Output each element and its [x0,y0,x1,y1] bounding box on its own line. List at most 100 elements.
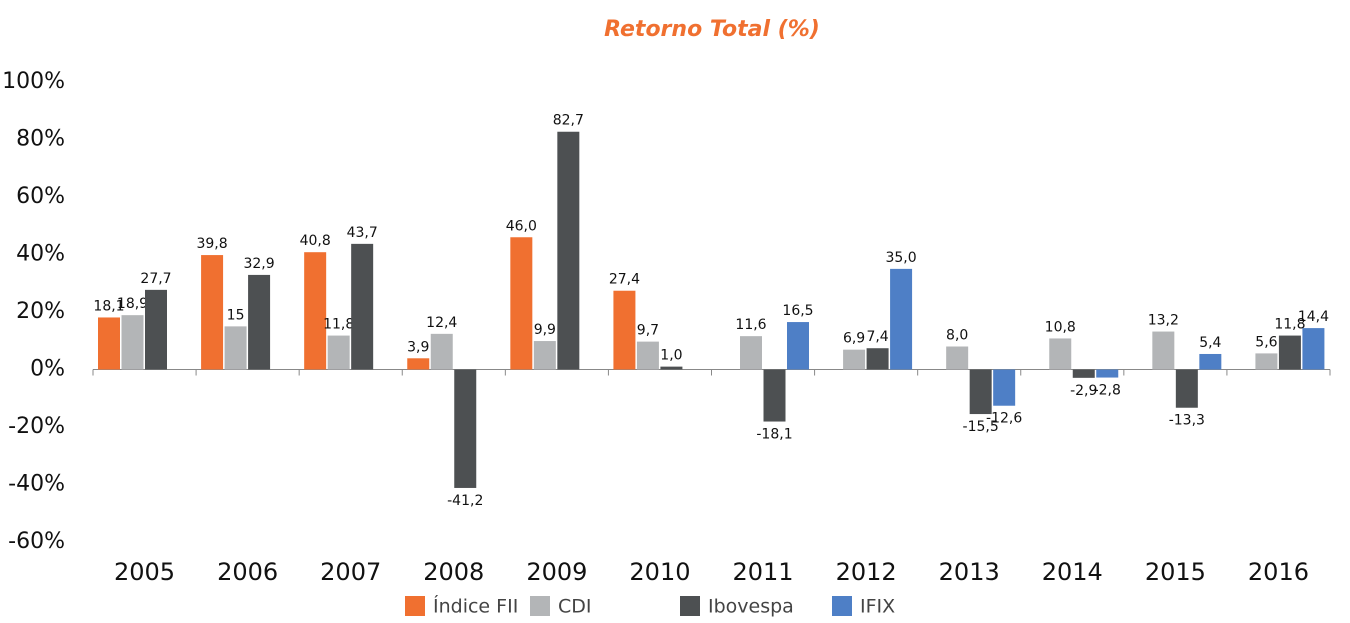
value-label: -41,2 [447,493,483,509]
value-label: 27,4 [609,272,640,288]
y-tick-label: 20% [16,299,65,324]
value-label: 7,4 [866,329,888,345]
value-label: -13,3 [1169,413,1205,429]
legend-swatch [680,596,700,616]
value-label: 82,7 [553,113,584,129]
x-tick-label: 2013 [939,558,1000,586]
legend-label: IFIX [860,596,895,618]
bar [1278,335,1301,370]
legend-label: Ibovespa [708,596,794,618]
y-tick-label: -40% [8,472,65,497]
y-tick-label: 60% [16,184,65,209]
bar [1175,369,1198,408]
value-label: 9,7 [637,323,659,339]
bar [407,358,430,370]
bar [224,326,247,370]
value-label: 40,8 [300,233,331,249]
value-label: 46,0 [506,218,537,234]
x-tick-label: 2012 [836,558,897,586]
value-label: 14,4 [1298,309,1329,325]
x-tick-label: 2014 [1042,558,1103,586]
bar [636,341,659,370]
value-label: 27,7 [140,271,171,287]
value-label: 8,0 [946,328,968,344]
x-tick-label: 2010 [629,558,690,586]
chart-title: Retorno Total (%) [604,17,820,42]
value-label: 18,9 [117,296,148,312]
value-label: 9,9 [534,322,556,338]
legend-swatch [832,596,852,616]
bar [1049,338,1072,370]
value-label: 3,9 [407,339,429,355]
legend-label: CDI [558,596,592,618]
x-tick-label: 2006 [217,558,278,586]
bar [248,274,271,370]
x-tick-label: 2008 [423,558,484,586]
bar [454,369,477,488]
value-label: 18,1 [93,298,124,314]
bar [201,255,224,370]
bar [1199,353,1222,370]
value-label: 13,2 [1148,313,1179,329]
legend-label: Índice FII [433,595,518,618]
bar [510,237,533,370]
bar [890,268,913,370]
bar [843,349,866,370]
y-tick-label: -20% [8,414,65,439]
bar [1072,369,1095,378]
bar [787,322,809,370]
bar [946,346,969,370]
x-tick-label: 2009 [526,558,587,586]
bar [993,369,1016,406]
legend-swatch [405,596,425,616]
value-label: 11,8 [323,317,354,333]
value-label: 5,6 [1255,334,1277,350]
bar [740,336,762,370]
x-tick-label: 2015 [1145,558,1206,586]
value-label: 11,8 [1274,317,1305,333]
value-label: 1,0 [660,348,682,364]
y-tick-label: -60% [8,529,65,554]
y-tick-label: 100% [2,69,65,94]
value-label: 39,8 [196,236,227,252]
bar [763,369,786,422]
bar [557,131,580,370]
y-tick-label: 80% [16,127,65,152]
bar [1152,331,1175,370]
bar [533,341,556,370]
bar [866,348,889,370]
value-label: -2,9 [1070,383,1097,399]
value-label: 15 [227,307,245,323]
bar [660,366,683,370]
bar [98,317,120,370]
bar [613,290,636,370]
bar [121,315,144,370]
bar [145,289,167,370]
x-tick-label: 2005 [114,558,175,586]
value-label: 5,4 [1199,335,1221,351]
y-tick-label: 0% [30,357,65,382]
value-label: 35,0 [885,250,916,266]
value-label: 6,9 [843,331,865,347]
bar [304,252,327,370]
x-tick-label: 2011 [733,558,794,586]
value-label: -2,8 [1094,383,1121,399]
bar [1302,328,1325,370]
x-tick-label: 2007 [320,558,381,586]
value-label: 16,5 [782,303,813,319]
value-label: -18,1 [756,427,792,443]
y-tick-label: 40% [16,242,65,267]
bar [1255,353,1278,370]
value-label: 12,4 [426,315,457,331]
bar [969,369,992,415]
value-label: -12,6 [986,411,1022,427]
value-label: 11,6 [735,317,766,333]
bar [430,333,453,370]
value-label: -15,5 [963,419,999,435]
bar [327,335,350,370]
value-label: 32,9 [243,256,274,272]
value-label: 10,8 [1045,319,1076,335]
bar [1096,369,1119,378]
bar [351,243,374,370]
